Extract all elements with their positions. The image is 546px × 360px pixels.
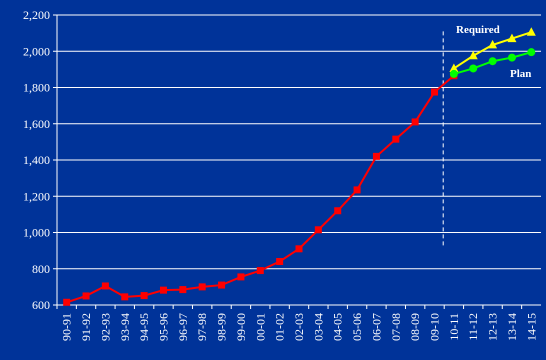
data-point bbox=[507, 33, 517, 43]
x-tick-label: 07-08 bbox=[389, 313, 403, 341]
x-tick-label: 00-01 bbox=[253, 313, 267, 341]
data-point bbox=[314, 226, 322, 234]
x-tick-label: 13-14 bbox=[505, 313, 519, 341]
annotation-plan: Plan bbox=[510, 68, 531, 80]
x-tick-label: 95-96 bbox=[156, 313, 170, 341]
data-point bbox=[179, 286, 187, 294]
data-point bbox=[121, 293, 129, 301]
x-tick-label: 05-06 bbox=[350, 313, 364, 341]
x-tick-label: 01-02 bbox=[273, 313, 287, 341]
x-tick-label: 93-94 bbox=[118, 313, 132, 341]
data-point bbox=[101, 282, 109, 290]
data-point bbox=[353, 186, 361, 194]
annotation-required: Required bbox=[456, 24, 500, 36]
x-tick-label: 08-09 bbox=[408, 313, 422, 341]
x-tick-label: 14-15 bbox=[524, 313, 538, 341]
data-point bbox=[140, 292, 148, 300]
data-point bbox=[468, 50, 478, 60]
x-tick-label: 96-97 bbox=[176, 313, 190, 341]
x-tick-label: 97-98 bbox=[195, 313, 209, 341]
y-tick-label: 1,200 bbox=[23, 189, 50, 203]
x-tick-label: 90-91 bbox=[60, 313, 74, 341]
data-point bbox=[488, 39, 498, 49]
x-tick-label: 11-12 bbox=[466, 313, 480, 341]
x-tick-label: 98-99 bbox=[215, 313, 229, 341]
x-tick-label: 10-11 bbox=[447, 313, 461, 341]
data-point bbox=[526, 27, 536, 36]
x-tick-label: 12-13 bbox=[486, 313, 500, 341]
x-tick-label: 91-92 bbox=[79, 313, 93, 341]
data-point bbox=[218, 281, 226, 289]
y-tick-label: 2,000 bbox=[23, 44, 50, 58]
y-tick-label: 2,200 bbox=[23, 8, 50, 22]
data-point bbox=[334, 207, 342, 215]
data-point bbox=[469, 64, 478, 73]
data-point bbox=[159, 286, 167, 294]
y-tick-label: 1,400 bbox=[23, 153, 50, 167]
data-point bbox=[527, 48, 536, 57]
x-tick-label: 02-03 bbox=[292, 313, 306, 341]
y-tick-label: 800 bbox=[32, 262, 50, 276]
data-point bbox=[295, 245, 303, 253]
data-point bbox=[449, 69, 458, 78]
data-point bbox=[507, 53, 516, 62]
y-tick-label: 1,800 bbox=[23, 81, 50, 95]
x-tick-label: 04-05 bbox=[331, 313, 345, 341]
data-point bbox=[198, 283, 206, 291]
x-tick-label: 09-10 bbox=[428, 313, 442, 341]
x-tick-label: 03-04 bbox=[311, 313, 325, 341]
y-tick-label: 1,600 bbox=[23, 117, 50, 131]
data-point bbox=[63, 298, 71, 306]
x-tick-label: 92-93 bbox=[98, 313, 112, 341]
data-point bbox=[431, 88, 439, 96]
data-point bbox=[449, 63, 459, 72]
x-tick-label: 99-00 bbox=[234, 313, 248, 341]
data-point bbox=[82, 292, 90, 300]
data-point bbox=[237, 273, 245, 281]
x-tick-label: 06-07 bbox=[369, 313, 383, 341]
data-point bbox=[411, 118, 419, 126]
y-tick-label: 600 bbox=[32, 298, 50, 312]
data-point bbox=[392, 135, 400, 143]
data-point bbox=[372, 152, 380, 160]
data-point bbox=[256, 267, 264, 275]
data-point bbox=[276, 258, 284, 265]
y-tick-label: 1,000 bbox=[23, 226, 50, 240]
x-tick-label: 94-95 bbox=[137, 313, 151, 341]
data-point bbox=[488, 57, 497, 66]
